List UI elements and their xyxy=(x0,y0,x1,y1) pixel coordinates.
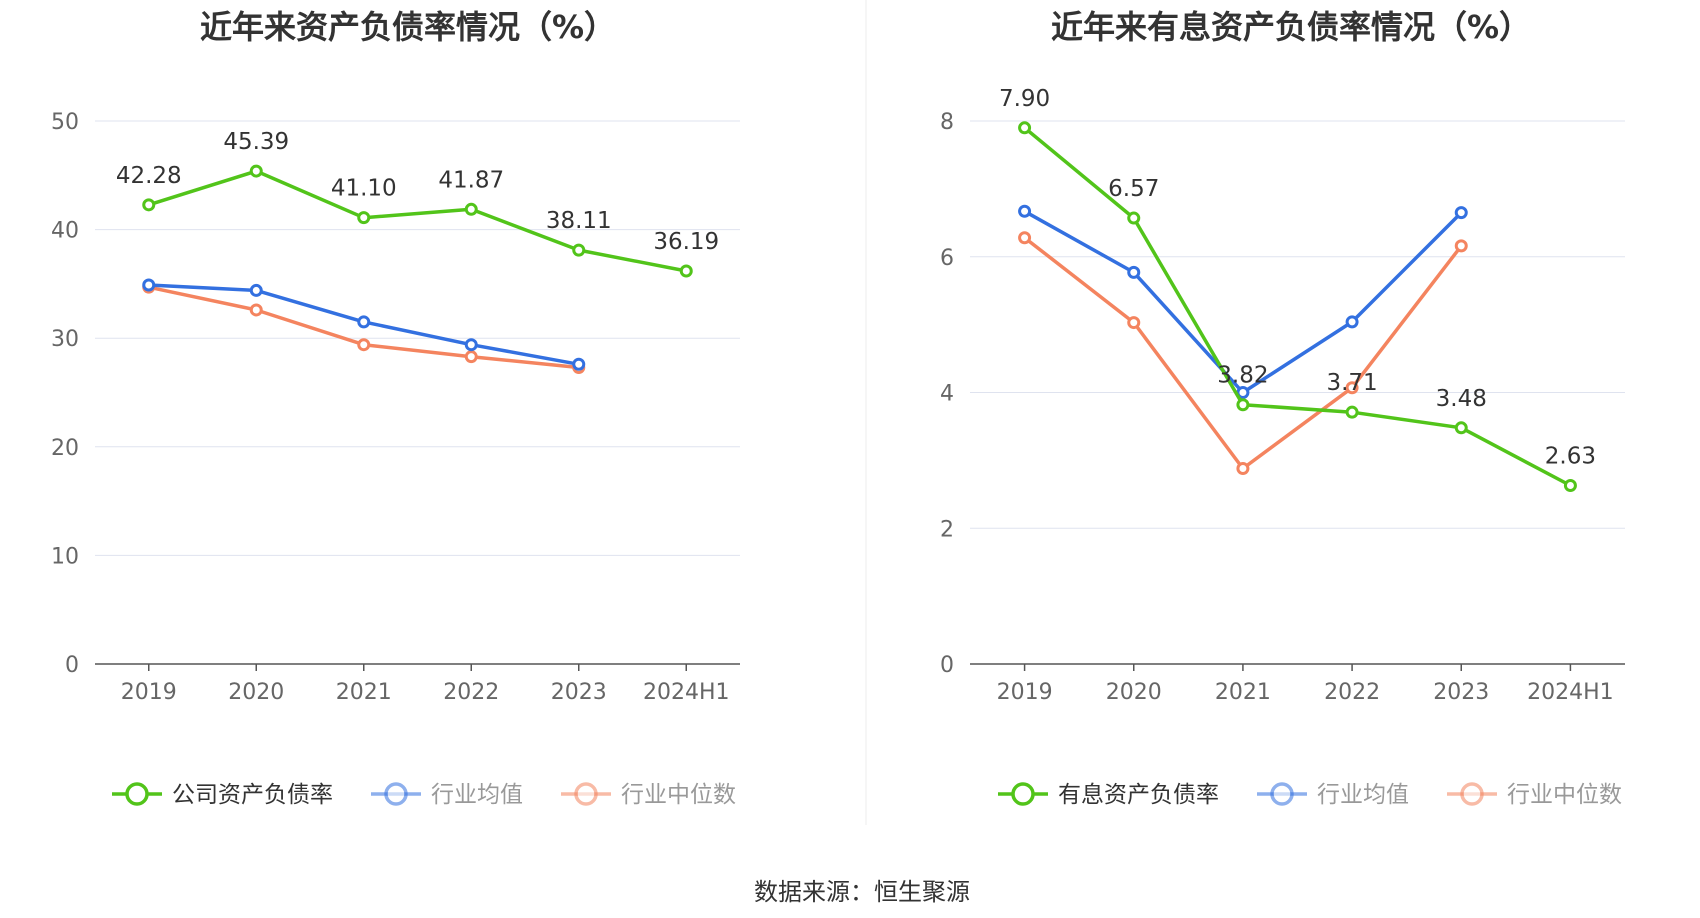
data-point xyxy=(464,350,478,364)
data-point xyxy=(1345,405,1359,419)
legend-label: 行业中位数 xyxy=(1507,782,1622,808)
legend-item[interactable]: 公司资产负债率 xyxy=(112,782,333,808)
data-point xyxy=(1127,316,1141,330)
x-tick-label: 2022 xyxy=(1324,680,1380,705)
data-point xyxy=(1018,121,1032,135)
data-point xyxy=(142,198,156,212)
data-point xyxy=(1236,462,1250,476)
data-point xyxy=(1018,231,1032,245)
y-tick-label: 6 xyxy=(940,246,954,271)
data-point xyxy=(464,202,478,216)
data-point xyxy=(249,283,263,297)
legend-item[interactable]: 行业中位数 xyxy=(561,782,736,808)
data-point xyxy=(357,338,371,352)
x-tick-label: 2024H1 xyxy=(1527,680,1614,705)
series-line xyxy=(1023,126,1572,488)
data-point xyxy=(1454,206,1468,220)
data-label: 42.28 xyxy=(116,163,182,189)
data-label: 38.11 xyxy=(546,208,612,234)
data-point xyxy=(1563,478,1577,492)
data-point xyxy=(142,278,156,292)
legend-item[interactable]: 行业均值 xyxy=(371,782,523,808)
series-line xyxy=(148,169,687,273)
legend-label: 行业均值 xyxy=(431,782,523,808)
data-label: 41.10 xyxy=(331,176,397,202)
series-line xyxy=(1023,236,1463,471)
data-point xyxy=(1236,386,1250,399)
y-tick-label: 0 xyxy=(65,653,79,678)
y-tick-label: 30 xyxy=(51,327,79,352)
chart-title: 近年来有息资产负债率情况（%） xyxy=(1051,8,1531,46)
data-point xyxy=(357,211,371,225)
legend-item[interactable]: 行业中位数 xyxy=(1447,782,1622,808)
x-tick-label: 2021 xyxy=(1215,680,1271,705)
data-label: 7.90 xyxy=(999,86,1050,112)
legend-item[interactable]: 有息资产负债率 xyxy=(998,782,1219,808)
chart-title: 近年来资产负债率情况（%） xyxy=(200,8,616,46)
x-tick-label: 2019 xyxy=(997,680,1053,705)
data-label: 3.71 xyxy=(1326,370,1377,396)
legend-marker xyxy=(1270,782,1294,806)
data-point xyxy=(1345,381,1359,395)
y-tick-label: 10 xyxy=(51,544,79,569)
data-point xyxy=(679,264,693,278)
data-point xyxy=(1127,211,1141,225)
x-tick-label: 2023 xyxy=(1433,680,1489,705)
data-label: 36.19 xyxy=(653,229,719,255)
y-tick-label: 20 xyxy=(51,436,79,461)
legend-marker xyxy=(125,782,149,806)
interest-bearing-debt-ratio-chart: 近年来有息资产负债率情况（%） 0 2 4 6 8 2019 2020 2021 2022 2023… xyxy=(940,8,1625,808)
data-point xyxy=(357,315,371,329)
x-tick-label: 2023 xyxy=(551,680,607,705)
y-tick-label: 2 xyxy=(940,517,954,542)
data-point xyxy=(249,164,263,178)
data-point xyxy=(1345,315,1359,329)
y-tick-label: 40 xyxy=(51,219,79,244)
data-point xyxy=(464,338,478,352)
data-label: 6.57 xyxy=(1108,176,1159,202)
legend-label: 行业均值 xyxy=(1317,782,1409,808)
data-point xyxy=(1236,398,1250,412)
y-tick-label: 4 xyxy=(940,382,954,407)
source-label: 数据来源：恒生聚源 xyxy=(754,878,970,906)
legend-marker xyxy=(384,782,408,806)
data-label: 45.39 xyxy=(223,129,289,155)
legend-label: 公司资产负债率 xyxy=(172,782,333,808)
x-tick-label: 2022 xyxy=(443,680,499,705)
data-label: 2.63 xyxy=(1545,443,1596,469)
data-point xyxy=(572,243,586,257)
data-point xyxy=(1127,265,1141,279)
x-tick-label: 2020 xyxy=(228,680,284,705)
data-point xyxy=(1454,421,1468,435)
data-point xyxy=(1018,204,1032,218)
legend-label: 行业中位数 xyxy=(621,782,736,808)
y-tick-label: 8 xyxy=(940,110,954,135)
data-label: 41.87 xyxy=(438,167,504,193)
data-label: 3.48 xyxy=(1436,386,1487,412)
y-tick-label: 0 xyxy=(940,653,954,678)
data-point xyxy=(249,303,263,317)
x-tick-label: 2021 xyxy=(336,680,392,705)
data-point xyxy=(1454,239,1468,253)
data-label: 3.82 xyxy=(1217,363,1268,389)
legend-marker xyxy=(1011,782,1035,806)
data-point xyxy=(572,357,586,371)
legend-item[interactable]: 行业均值 xyxy=(1257,782,1409,808)
x-tick-label: 2024H1 xyxy=(643,680,730,705)
y-tick-label: 50 xyxy=(51,110,79,135)
x-tick-label: 2019 xyxy=(121,680,177,705)
x-tick-label: 2020 xyxy=(1106,680,1162,705)
legend-marker xyxy=(574,782,598,806)
legend-marker xyxy=(1460,782,1484,806)
legend-label: 有息资产负债率 xyxy=(1058,782,1219,808)
debt-ratio-chart: 近年来资产负债率情况（%） 0 10 20 30 40 50 2019 2020 2021 2022… xyxy=(51,8,740,808)
